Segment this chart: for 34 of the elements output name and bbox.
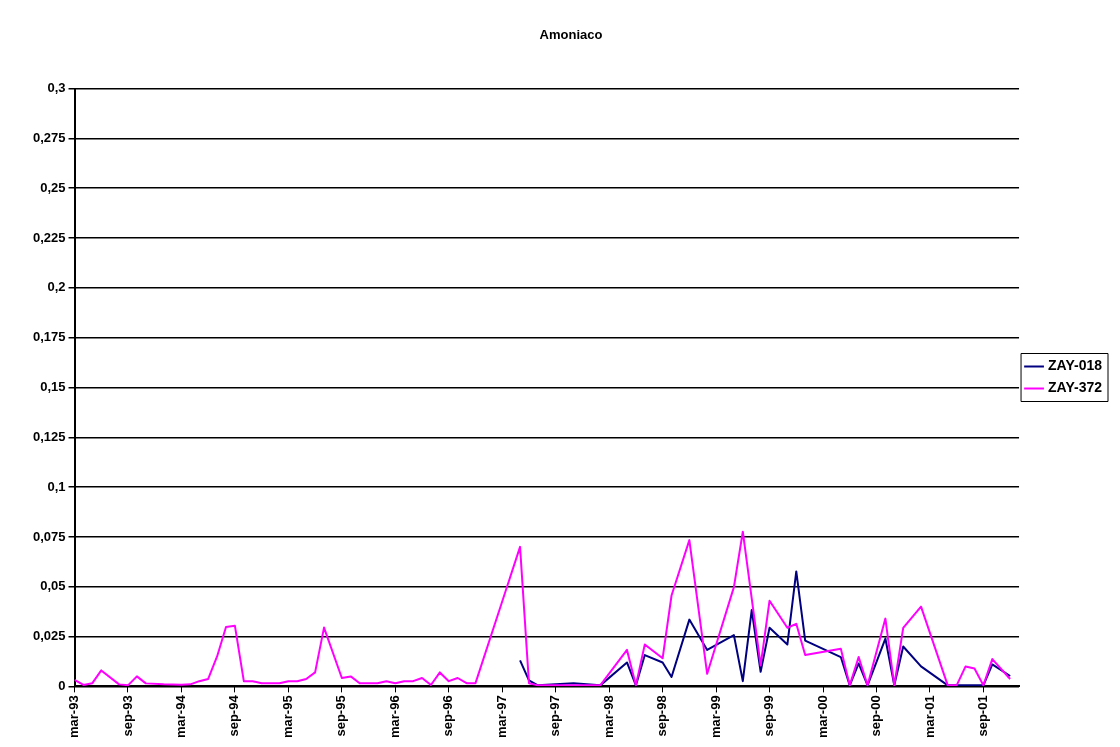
- x-tick-label: mar-94: [173, 694, 189, 738]
- x-tick-label: mar-97: [493, 695, 509, 738]
- y-tick-label: 0,025: [32, 628, 66, 644]
- y-tick-label: 0,175: [32, 329, 66, 345]
- x-tick-label: mar-96: [386, 695, 402, 738]
- x-tick-label: mar-99: [707, 695, 723, 738]
- x-tick-label: sep-00: [868, 695, 884, 737]
- y-tick-label: 0,2: [47, 279, 66, 295]
- y-tick-label: 0,1: [47, 478, 66, 494]
- x-tick-label: sep-99: [761, 695, 777, 737]
- y-tick-label: 0,125: [32, 428, 66, 444]
- x-tick-label: mar-00: [814, 695, 830, 738]
- chart-title: Amoniaco: [539, 27, 603, 43]
- x-tick-label: mar-93: [66, 695, 82, 738]
- x-tick-label: sep-98: [654, 695, 670, 737]
- x-tick-label: sep-93: [119, 695, 135, 737]
- y-tick-label: 0,075: [32, 528, 66, 544]
- x-tick-label: mar-98: [600, 695, 616, 738]
- x-tick-label: sep-94: [226, 694, 242, 737]
- y-tick-label: 0,25: [40, 179, 66, 195]
- x-tick-label: sep-96: [440, 695, 456, 737]
- legend-label: ZAY-018: [1048, 357, 1103, 374]
- y-tick-label: 0: [58, 677, 66, 693]
- y-tick-label: 0,275: [32, 129, 66, 145]
- x-tick-label: sep-97: [547, 695, 563, 737]
- legend-label: ZAY-372: [1048, 379, 1103, 396]
- x-tick-label: sep-01: [974, 695, 990, 737]
- y-tick-label: 0,225: [32, 229, 66, 245]
- y-tick-label: 0,05: [40, 578, 66, 594]
- y-tick-label: 0,3: [47, 80, 66, 96]
- x-tick-label: mar-01: [921, 695, 937, 738]
- x-tick-label: sep-95: [333, 695, 349, 737]
- y-tick-label: 0,15: [40, 379, 66, 395]
- x-tick-label: mar-95: [279, 695, 295, 738]
